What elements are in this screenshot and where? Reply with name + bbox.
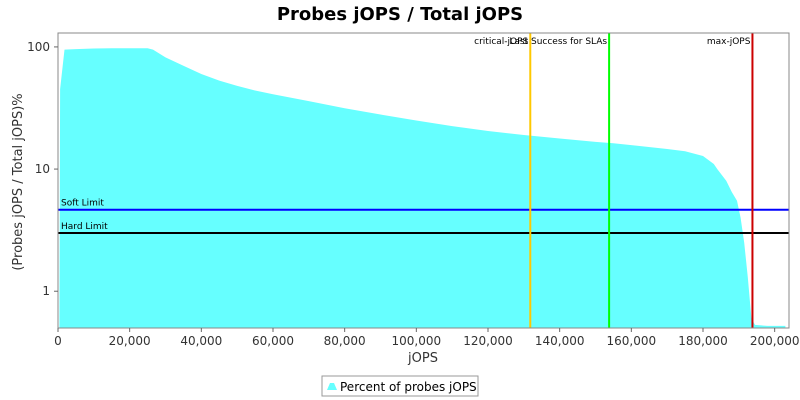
y-axis-label: (Probes jOPS / Total jOPS)% bbox=[11, 93, 26, 270]
legend-entry-label: Percent of probes jOPS bbox=[340, 380, 477, 394]
legend: Percent of probes jOPS bbox=[321, 375, 479, 397]
x-tick-label-4: 80,000 bbox=[324, 334, 366, 348]
x-tick-label-6: 120,000 bbox=[463, 334, 513, 348]
y-tick-label-1: 10 bbox=[35, 162, 50, 176]
marker-label-1: Last Success for SLAs bbox=[509, 37, 607, 47]
x-tick-label-5: 100,000 bbox=[392, 334, 442, 348]
x-tick-label-10: 200,000 bbox=[750, 334, 800, 348]
marker-label-0: critical-jOPS bbox=[474, 37, 528, 47]
marker-label-2: max-jOPS bbox=[707, 37, 751, 47]
limit-label-soft-limit: Soft Limit bbox=[61, 199, 104, 209]
chart-title: Probes jOPS / Total jOPS bbox=[277, 4, 523, 25]
x-axis-label: jOPS bbox=[407, 351, 438, 366]
x-tick-label-2: 40,000 bbox=[180, 334, 222, 348]
x-tick-label-8: 160,000 bbox=[607, 334, 657, 348]
legend-swatch bbox=[327, 383, 337, 390]
x-tick-label-0: 0 bbox=[54, 334, 62, 348]
y-tick-label-2: 100 bbox=[27, 40, 50, 54]
series-area-0 bbox=[59, 48, 786, 329]
x-tick-label-7: 140,000 bbox=[535, 334, 585, 348]
x-tick-label-9: 180,000 bbox=[678, 334, 728, 348]
legend-box bbox=[321, 375, 479, 397]
x-tick-label-1: 20,000 bbox=[109, 334, 151, 348]
x-tick-label-3: 60,000 bbox=[252, 334, 294, 348]
plot-border bbox=[57, 32, 790, 329]
y-tick-label-0: 1 bbox=[42, 284, 50, 298]
limit-label-hard-limit: Hard Limit bbox=[61, 222, 108, 232]
